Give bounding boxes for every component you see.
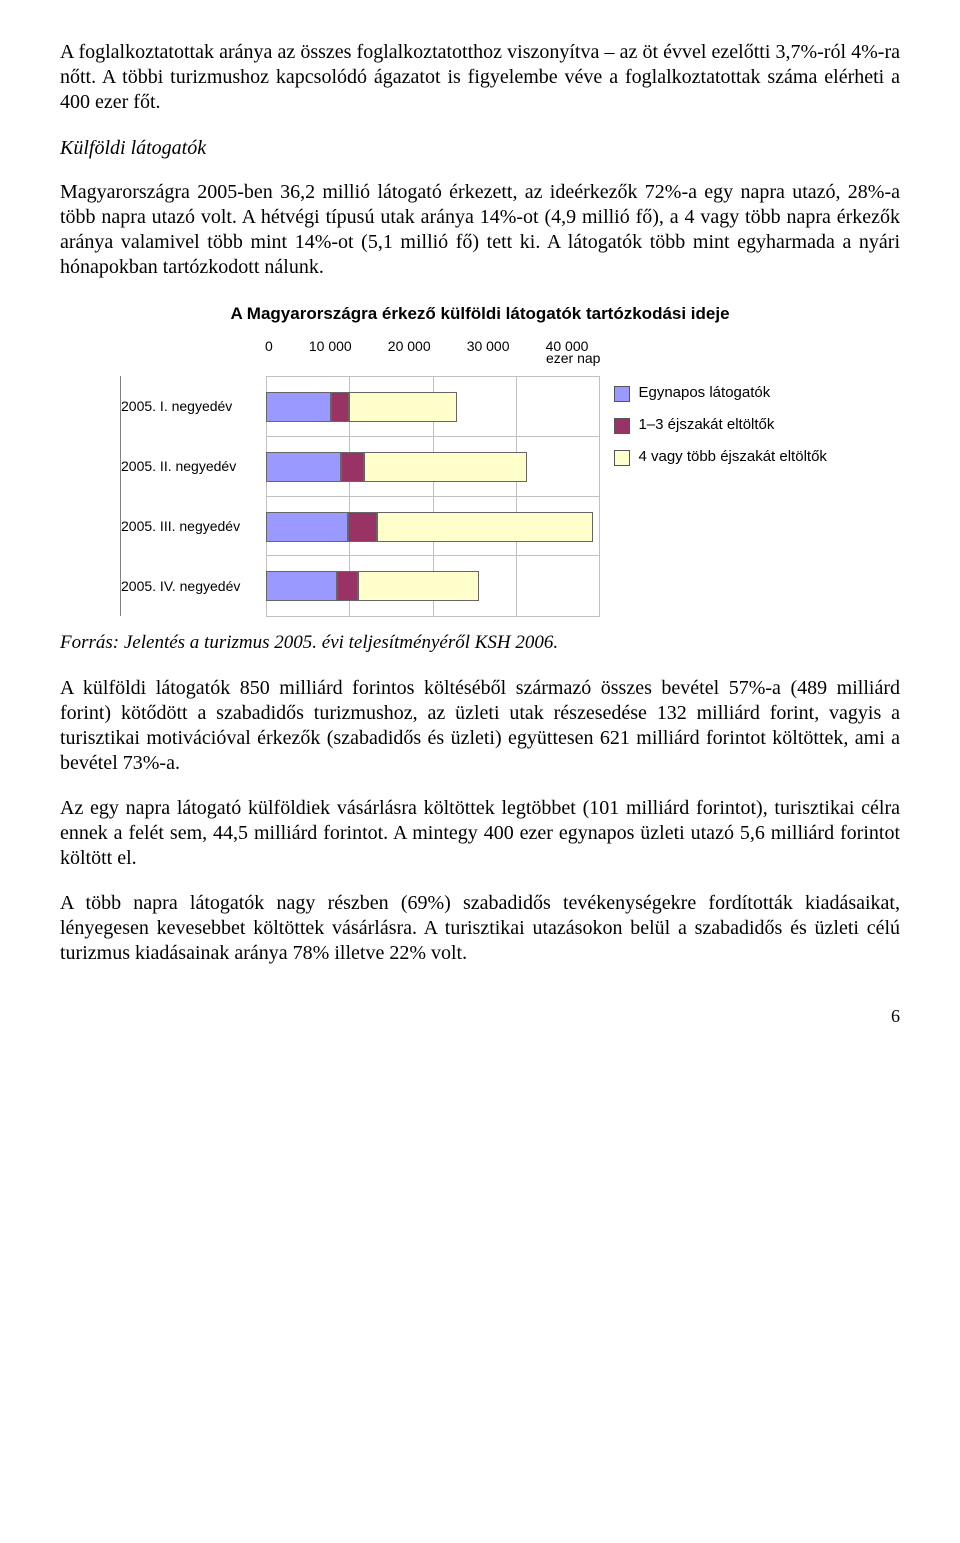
chart-bar-cell	[266, 376, 600, 437]
legend-label: 4 vagy több éjszakát eltöltők	[638, 448, 826, 465]
chart-bar-segment	[377, 512, 593, 542]
paragraph-2: Magyarországra 2005-ben 36,2 millió láto…	[60, 180, 900, 280]
legend-item: 4 vagy több éjszakát eltöltők	[614, 448, 840, 466]
chart-bar-cell	[266, 555, 600, 617]
x-tick: 0	[265, 338, 273, 354]
legend-swatch-icon	[614, 418, 630, 434]
chart-y-label: 2005. II. negyedév	[121, 458, 266, 474]
chart-bar	[266, 452, 527, 482]
legend-swatch-icon	[614, 450, 630, 466]
section-heading-visitors: Külföldi látogatók	[60, 137, 900, 160]
chart-bar-segment	[348, 512, 377, 542]
chart-title: A Magyarországra érkező külföldi látogat…	[120, 304, 840, 324]
chart-y-label: 2005. I. negyedév	[121, 398, 266, 414]
chart-x-axis: 0 10 000 20 000 30 000 40 000 ezer nap	[120, 338, 600, 376]
visitor-duration-chart: A Magyarországra érkező külföldi látogat…	[120, 304, 840, 616]
chart-bar-segment	[266, 392, 331, 422]
x-tick: 10 000	[309, 338, 352, 354]
chart-bar-cell	[266, 436, 600, 497]
chart-plot-area: 0 10 000 20 000 30 000 40 000 ezer nap 2…	[120, 338, 600, 616]
legend-label: Egynapos látogatók	[638, 384, 770, 401]
chart-row: 2005. I. negyedév	[120, 376, 600, 436]
legend-item: Egynapos látogatók	[614, 384, 840, 402]
legend-swatch-icon	[614, 386, 630, 402]
chart-bar	[266, 392, 457, 422]
chart-row: 2005. IV. negyedév	[120, 556, 600, 616]
chart-bar-segment	[358, 571, 479, 601]
chart-bar-segment	[266, 571, 337, 601]
chart-bar-segment	[266, 512, 348, 542]
x-tick: 30 000	[467, 338, 510, 354]
chart-source: Forrás: Jelentés a turizmus 2005. évi te…	[60, 632, 900, 654]
page-number: 6	[60, 1006, 900, 1027]
chart-bar-segment	[331, 392, 349, 422]
x-tick: 20 000	[388, 338, 431, 354]
paragraph-5: A több napra látogatók nagy részben (69%…	[60, 891, 900, 966]
legend-label: 1–3 éjszakát eltöltők	[638, 416, 774, 433]
chart-row: 2005. III. negyedév	[120, 496, 600, 556]
chart-bar	[266, 571, 479, 601]
chart-bar-segment	[349, 392, 457, 422]
chart-bar-cell	[266, 496, 600, 557]
paragraph-1: A foglalkoztatottak aránya az összes fog…	[60, 40, 900, 115]
chart-y-label: 2005. III. negyedév	[121, 518, 266, 534]
chart-legend: Egynapos látogatók 1–3 éjszakát eltöltők…	[600, 338, 840, 616]
chart-bar	[266, 512, 593, 542]
chart-bar-segment	[341, 452, 364, 482]
chart-y-label: 2005. IV. negyedév	[121, 578, 266, 594]
paragraph-3: A külföldi látogatók 850 milliárd forint…	[60, 676, 900, 776]
chart-row: 2005. II. negyedév	[120, 436, 600, 496]
chart-bar-segment	[337, 571, 359, 601]
chart-bar-segment	[364, 452, 526, 482]
legend-item: 1–3 éjszakát eltöltők	[614, 416, 840, 434]
chart-bar-segment	[266, 452, 341, 482]
paragraph-4: Az egy napra látogató külföldiek vásárlá…	[60, 796, 900, 871]
